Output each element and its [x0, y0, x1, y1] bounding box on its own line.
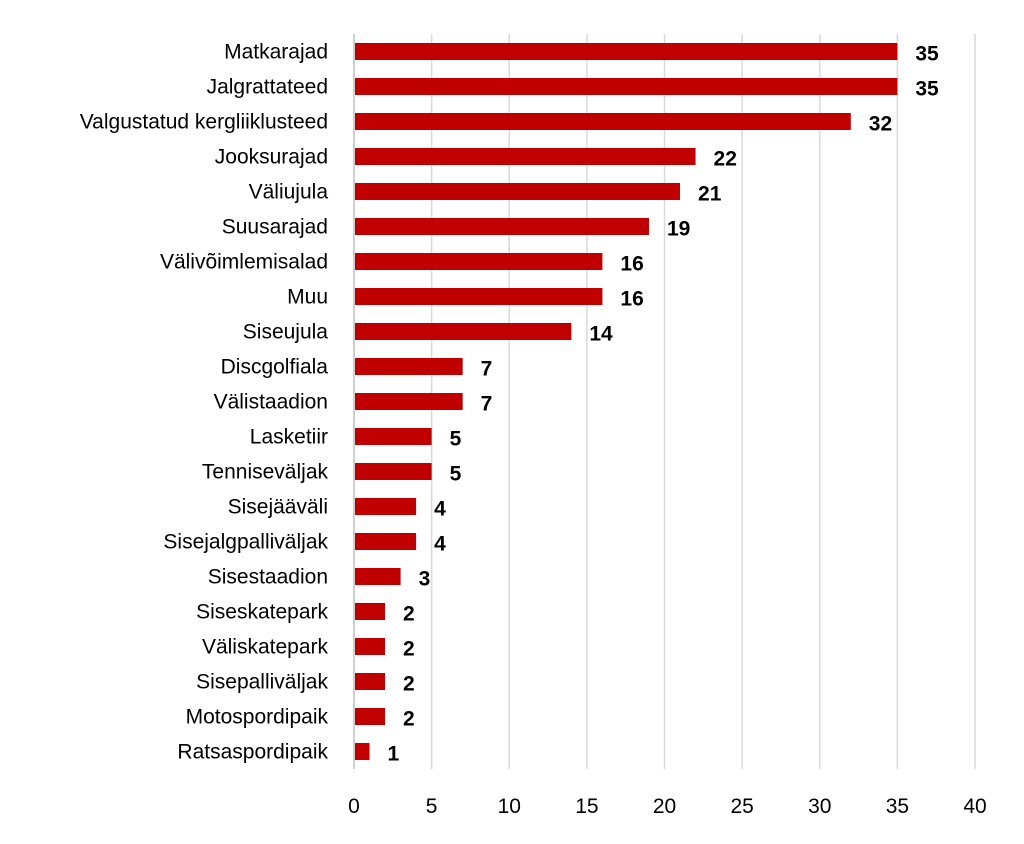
bar [355, 43, 898, 60]
bar [355, 288, 603, 305]
value-label: 35 [915, 78, 939, 101]
value-label: 16 [620, 253, 643, 276]
category-label: Lasketiir [250, 426, 328, 449]
category-label: Siseujula [243, 321, 329, 344]
value-label: 19 [667, 218, 690, 241]
category-label: Sisepalliväljak [196, 671, 328, 694]
x-tick-label: 10 [498, 795, 521, 818]
x-tick-label: 15 [575, 795, 598, 818]
bar [355, 568, 401, 585]
value-label: 22 [714, 148, 737, 171]
value-label: 2 [403, 603, 415, 626]
value-label: 21 [698, 183, 722, 206]
value-label: 4 [434, 533, 446, 556]
value-label: 16 [620, 288, 643, 311]
category-label: Sisejalgpalliväljak [163, 531, 328, 554]
category-label: Sisestaadion [208, 566, 328, 589]
x-tick-label: 20 [653, 795, 676, 818]
value-label: 2 [403, 708, 415, 731]
category-label: Väliujula [249, 181, 329, 204]
category-label: Sisejääväli [228, 496, 328, 519]
bar [355, 218, 649, 235]
category-label: Motospordipaik [186, 706, 329, 729]
bar [355, 393, 463, 410]
category-label: Matkarajad [224, 41, 328, 64]
category-label: Väliskatepark [202, 636, 329, 659]
value-label: 7 [481, 393, 493, 416]
bar [355, 183, 681, 200]
bar [355, 323, 572, 340]
bar [355, 638, 386, 655]
x-tick-label: 5 [426, 795, 438, 818]
category-label: Välivõimlemisalad [160, 251, 328, 274]
bar [355, 78, 898, 95]
bar [355, 743, 370, 760]
bar [355, 708, 386, 725]
category-label: Muu [287, 286, 328, 309]
value-label: 5 [450, 463, 462, 486]
bar [355, 358, 463, 375]
x-tick-label: 0 [348, 795, 360, 818]
x-axis-tick-labels: 0 5 10 15 20 25 30 35 40 [348, 795, 987, 818]
grid-lines [430, 34, 976, 769]
value-label: 32 [869, 113, 892, 136]
category-label: Tenniseväljak [202, 461, 329, 484]
x-tick-label: 40 [963, 795, 986, 818]
category-label: Siseskatepark [196, 601, 328, 624]
bar [355, 498, 417, 515]
value-label: 14 [589, 323, 613, 346]
category-label: Jalgrattateed [207, 76, 328, 99]
value-label: 1 [388, 743, 400, 766]
category-labels: Matkarajad Jalgrattateed Valgustatud kergl… [80, 41, 329, 764]
bars [355, 43, 898, 760]
category-label: Discgolfiala [221, 356, 329, 379]
bar [355, 113, 851, 130]
bar [355, 673, 386, 690]
category-label: Jooksurajad [215, 146, 328, 169]
x-tick-label: 30 [808, 795, 831, 818]
bar [355, 463, 432, 480]
value-label: 3 [419, 568, 431, 591]
bar [355, 533, 417, 550]
bar [355, 428, 432, 445]
bar [355, 148, 696, 165]
value-label: 2 [403, 673, 415, 696]
category-label: Ratsaspordipaik [177, 741, 328, 764]
category-label: Välistaadion [214, 391, 328, 414]
bar [355, 603, 386, 620]
value-label: 5 [450, 428, 462, 451]
value-label: 4 [434, 498, 446, 521]
value-label: 2 [403, 638, 415, 661]
category-label: Suusarajad [222, 216, 328, 239]
value-label: 7 [481, 358, 493, 381]
bar [355, 253, 603, 270]
value-label: 35 [915, 43, 939, 66]
x-tick-label: 25 [730, 795, 753, 818]
x-tick-label: 35 [886, 795, 909, 818]
category-label: Valgustatud kergliiklusteed [80, 111, 328, 134]
